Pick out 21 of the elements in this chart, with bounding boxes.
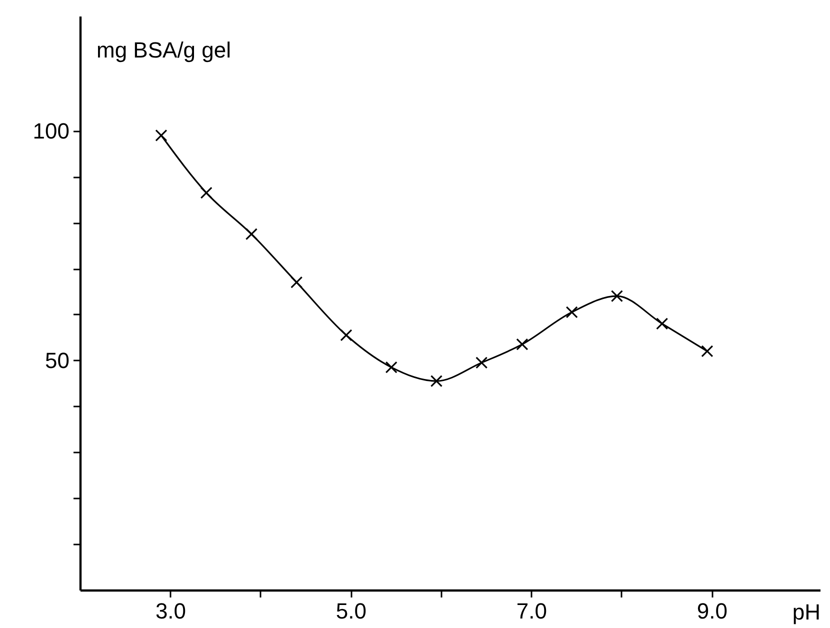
- x-tick-label: 5.0: [336, 598, 367, 624]
- point: [245, 228, 258, 240]
- point: [566, 306, 578, 318]
- point: [701, 345, 714, 358]
- x-tick-label: 3.0: [155, 598, 186, 624]
- y-axis-title: mg BSA/g gel: [96, 38, 232, 62]
- point: [385, 361, 398, 374]
- point: [430, 375, 443, 388]
- point: [200, 186, 212, 199]
- y-tick-label: 50: [45, 348, 70, 373]
- point: [516, 338, 528, 350]
- x-tick-label: 9.0: [696, 598, 728, 624]
- point: [155, 129, 168, 142]
- point: [340, 329, 352, 342]
- point: [610, 290, 623, 302]
- x-axis-title: pH: [792, 600, 820, 624]
- point: [290, 276, 303, 288]
- point: [476, 356, 488, 369]
- point: [656, 318, 668, 330]
- x-tick-label: 7.0: [516, 598, 548, 624]
- y-tick-label: 100: [32, 118, 70, 144]
